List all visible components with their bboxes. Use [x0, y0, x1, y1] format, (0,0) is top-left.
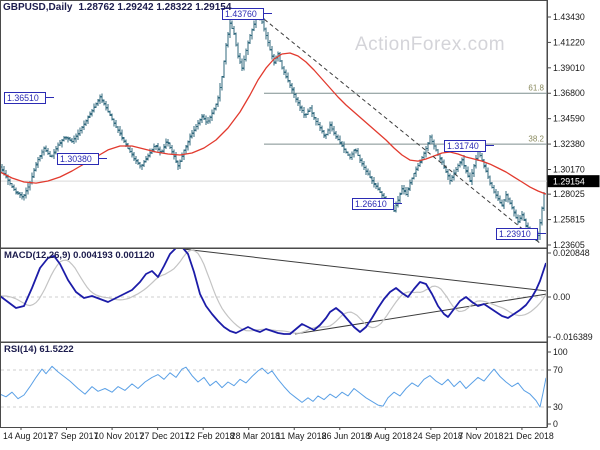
rsi-axis-tick: 70 — [553, 365, 563, 375]
price-axis-tick: 1.25815 — [553, 215, 585, 225]
price-axis-tick: 1.39010 — [553, 63, 585, 73]
date-label: 26 Jun 2018 — [322, 431, 371, 441]
date-label: 27 Sep 2017 — [49, 431, 99, 441]
price-axis-tick: 1.36800 — [553, 88, 585, 98]
rsi-axis-tick: 100 — [553, 347, 568, 357]
date-label: 14 Aug 2017 — [3, 431, 53, 441]
date-label: 11 May 2018 — [276, 431, 326, 441]
price-axis: 1.43430 1.41220 1.39010 1.36800 1.34590 1.323… — [547, 0, 593, 429]
macd-pane — [1, 249, 546, 335]
moving-average-line — [1, 52, 546, 195]
rsi-axis-tick: 0 — [553, 419, 558, 429]
descending-trendline — [258, 14, 542, 245]
fib-level-label: 61.8 — [528, 84, 544, 93]
price-annotation-text: 1.30380 — [60, 154, 92, 164]
ohlc-bars — [1, 8, 546, 242]
date-label: 9 Aug 2018 — [367, 431, 412, 441]
price-annotation-text: 1.26610 — [355, 199, 387, 209]
fib-level-label: 38.2 — [528, 135, 544, 144]
price-axis-tick: 1.23605 — [553, 240, 585, 250]
price-annotation-text: 1.31740 — [447, 141, 479, 151]
price-annotation-text: 1.43760 — [225, 9, 257, 19]
price-axis-tick: 1.28025 — [553, 189, 585, 199]
price-axis-tick: 1.41220 — [553, 37, 585, 47]
rsi-axis-tick: 30 — [553, 402, 563, 412]
macd-axis-tick: 0.020848 — [553, 248, 590, 258]
macd-axis-tick: -0.016389 — [553, 332, 593, 342]
date-label: 7 Nov 2018 — [458, 431, 503, 441]
price-annotation-text: 1.36510 — [7, 93, 39, 103]
date-label: 21 Dec 2018 — [504, 431, 554, 441]
date-label: 10 Nov 2017 — [94, 431, 144, 441]
fib-retracement: 61.8 38.2 — [264, 84, 547, 145]
current-price-tag-text: 1.29154 — [553, 176, 585, 186]
date-label: 28 Mar 2018 — [231, 431, 280, 441]
macd-axis-tick: 0.00 — [553, 292, 570, 302]
price-annotation-text: 1.23910 — [499, 229, 531, 239]
price-axis-tick: 1.30170 — [553, 164, 585, 174]
date-label: 27 Dec 2017 — [140, 431, 190, 441]
price-axis-tick: 1.32380 — [553, 139, 585, 149]
date-label: 24 Sep 2018 — [413, 431, 463, 441]
rsi-pane — [1, 365, 546, 408]
current-price-tag: 1.29154 — [547, 175, 600, 188]
price-axis-tick: 1.43430 — [553, 12, 585, 22]
price-axis-tick: 1.34590 — [553, 114, 585, 124]
date-label: 12 Feb 2018 — [185, 431, 235, 441]
price-annotations: 1.36510 1.30380 1.43760 1.26610 1.31740 1.239… — [4, 8, 546, 240]
